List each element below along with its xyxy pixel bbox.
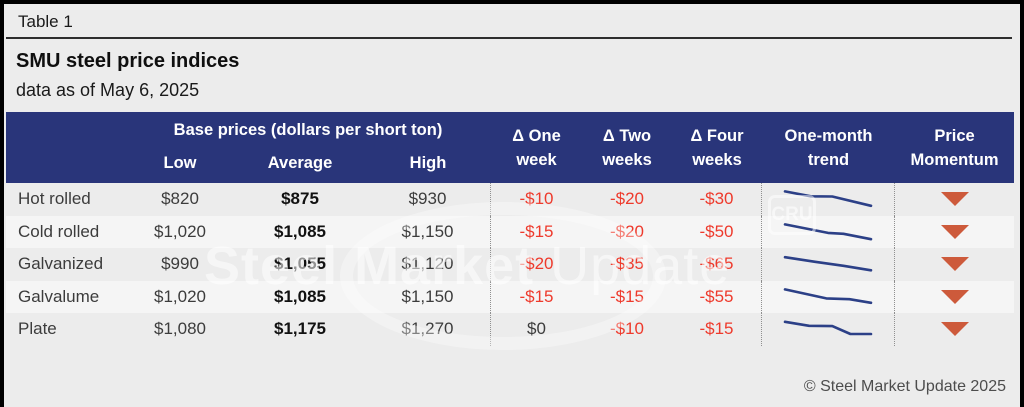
base-prices-group: Base prices (dollars per short ton) Low … <box>125 112 491 183</box>
low-price: $990 <box>161 254 199 274</box>
average-price: $1,175 <box>274 319 326 339</box>
delta-four-weeks: -$50 <box>672 215 762 248</box>
average-price: $1,085 <box>274 286 326 306</box>
col-header-momentum-line1: Price <box>934 126 975 145</box>
product-name: Plate <box>18 319 57 339</box>
high-price: $1,150 <box>365 280 491 313</box>
sparkline-chart <box>783 190 873 208</box>
momentum-down-triangle-icon <box>940 289 969 304</box>
table-caption: Table 1 <box>18 12 73 31</box>
col-header-four-weeks-line1: Δ Four <box>690 126 744 145</box>
high-price: $930 <box>365 183 491 216</box>
one-month-trend-sparkline <box>762 280 895 313</box>
table-row: Galvalume $1,020 $1,085 $1,150 -$15 -$15 -$55 <box>6 280 1014 314</box>
price-momentum <box>895 313 1014 346</box>
table-row: Plate $1,080 $1,175 $1,270 $0 -$10 -$15 <box>6 313 1014 346</box>
price-momentum <box>895 248 1014 281</box>
low-price: $820 <box>161 189 199 209</box>
average-price: $1,055 <box>274 254 326 274</box>
sparkline-chart <box>783 287 873 304</box>
high-price: $1,270 <box>365 313 491 346</box>
col-header-one-week: Δ One week <box>491 112 582 183</box>
price-table: Base prices (dollars per short ton) Low … <box>6 112 1014 346</box>
copyright-notice: © Steel Market Update 2025 <box>803 378 1006 395</box>
product-name: Galvalume <box>18 286 100 306</box>
high-price: $1,120 <box>365 248 491 281</box>
one-month-trend-sparkline <box>762 313 895 346</box>
delta-one-week: -$15 <box>519 286 554 306</box>
col-header-trend: One-month trend <box>762 112 895 183</box>
col-header-one-week-line2: week <box>516 150 557 169</box>
col-header-four-weeks: Δ Four weeks <box>672 112 762 183</box>
sparkline-chart <box>783 256 873 272</box>
col-header-one-week-line1: Δ One <box>512 126 561 145</box>
header-product-spacer <box>6 112 125 183</box>
data-as-of-date: data as of May 6, 2025 <box>16 80 200 100</box>
sparkline-chart <box>783 222 873 241</box>
table-row: Galvanized $990 $1,055 $1,120 -$20 -$35 -$65 <box>6 248 1014 281</box>
delta-four-weeks: -$55 <box>672 280 762 313</box>
sparkline-chart <box>783 320 873 336</box>
one-month-trend-sparkline <box>762 183 895 216</box>
one-month-trend-sparkline <box>762 248 895 281</box>
col-header-average: Average <box>267 154 333 172</box>
delta-one-week: -$20 <box>519 254 554 274</box>
high-price: $1,150 <box>365 215 491 248</box>
col-header-high: High <box>409 154 447 172</box>
table-header: Base prices (dollars per short ton) Low … <box>6 112 1014 183</box>
table-row: Hot rolled $820 $875 $930 -$10 -$20 -$30 <box>6 183 1014 216</box>
one-month-trend-sparkline <box>762 215 895 248</box>
price-momentum <box>895 216 1014 249</box>
low-price: $1,020 <box>154 286 206 306</box>
col-header-low: Low <box>163 154 197 172</box>
momentum-down-triangle-icon <box>940 257 969 272</box>
base-prices-header: Base prices (dollars per short ton) <box>173 121 443 139</box>
base-prices-subheaders: Low Average High <box>125 154 491 173</box>
product-name: Cold rolled <box>18 221 100 241</box>
col-header-trend-line2: trend <box>807 150 850 169</box>
delta-four-weeks: -$65 <box>672 248 762 281</box>
momentum-down-triangle-icon <box>940 322 969 337</box>
price-momentum <box>895 281 1014 314</box>
momentum-down-triangle-icon <box>940 224 969 239</box>
col-header-momentum: Price Momentum <box>895 112 1014 183</box>
col-header-trend-line1: One-month <box>784 126 873 145</box>
delta-two-weeks: -$20 <box>609 221 645 241</box>
momentum-down-triangle-icon <box>940 192 969 207</box>
table-row: Cold rolled $1,020 $1,085 $1,150 -$15 -$20 -$5… <box>6 215 1014 249</box>
col-header-two-weeks-line2: weeks <box>602 150 652 169</box>
caption-divider <box>6 37 1012 39</box>
col-header-two-weeks-line1: Δ Two <box>602 126 652 145</box>
col-header-two-weeks: Δ Two weeks <box>582 112 672 183</box>
product-name: Hot rolled <box>18 189 91 209</box>
delta-two-weeks: -$10 <box>609 319 645 339</box>
average-price: $875 <box>281 189 319 209</box>
delta-four-weeks: -$30 <box>672 183 762 216</box>
delta-two-weeks: -$35 <box>609 254 645 274</box>
delta-one-week: -$10 <box>519 189 554 209</box>
col-header-momentum-line2: Momentum <box>910 150 999 169</box>
page-title: SMU steel price indices <box>16 50 240 72</box>
product-name: Galvanized <box>18 254 104 274</box>
col-header-four-weeks-line2: weeks <box>692 150 742 169</box>
average-price: $1,085 <box>274 221 326 241</box>
table-body: Hot rolled $820 $875 $930 -$10 -$20 -$30 Cold r… <box>6 183 1014 346</box>
delta-one-week: -$15 <box>519 221 554 241</box>
delta-four-weeks: -$15 <box>672 313 762 346</box>
low-price: $1,080 <box>154 319 206 339</box>
delta-one-week: $0 <box>527 319 546 339</box>
low-price: $1,020 <box>154 221 206 241</box>
delta-two-weeks: -$20 <box>609 189 645 209</box>
delta-two-weeks: -$15 <box>609 286 645 306</box>
price-momentum <box>895 183 1014 216</box>
